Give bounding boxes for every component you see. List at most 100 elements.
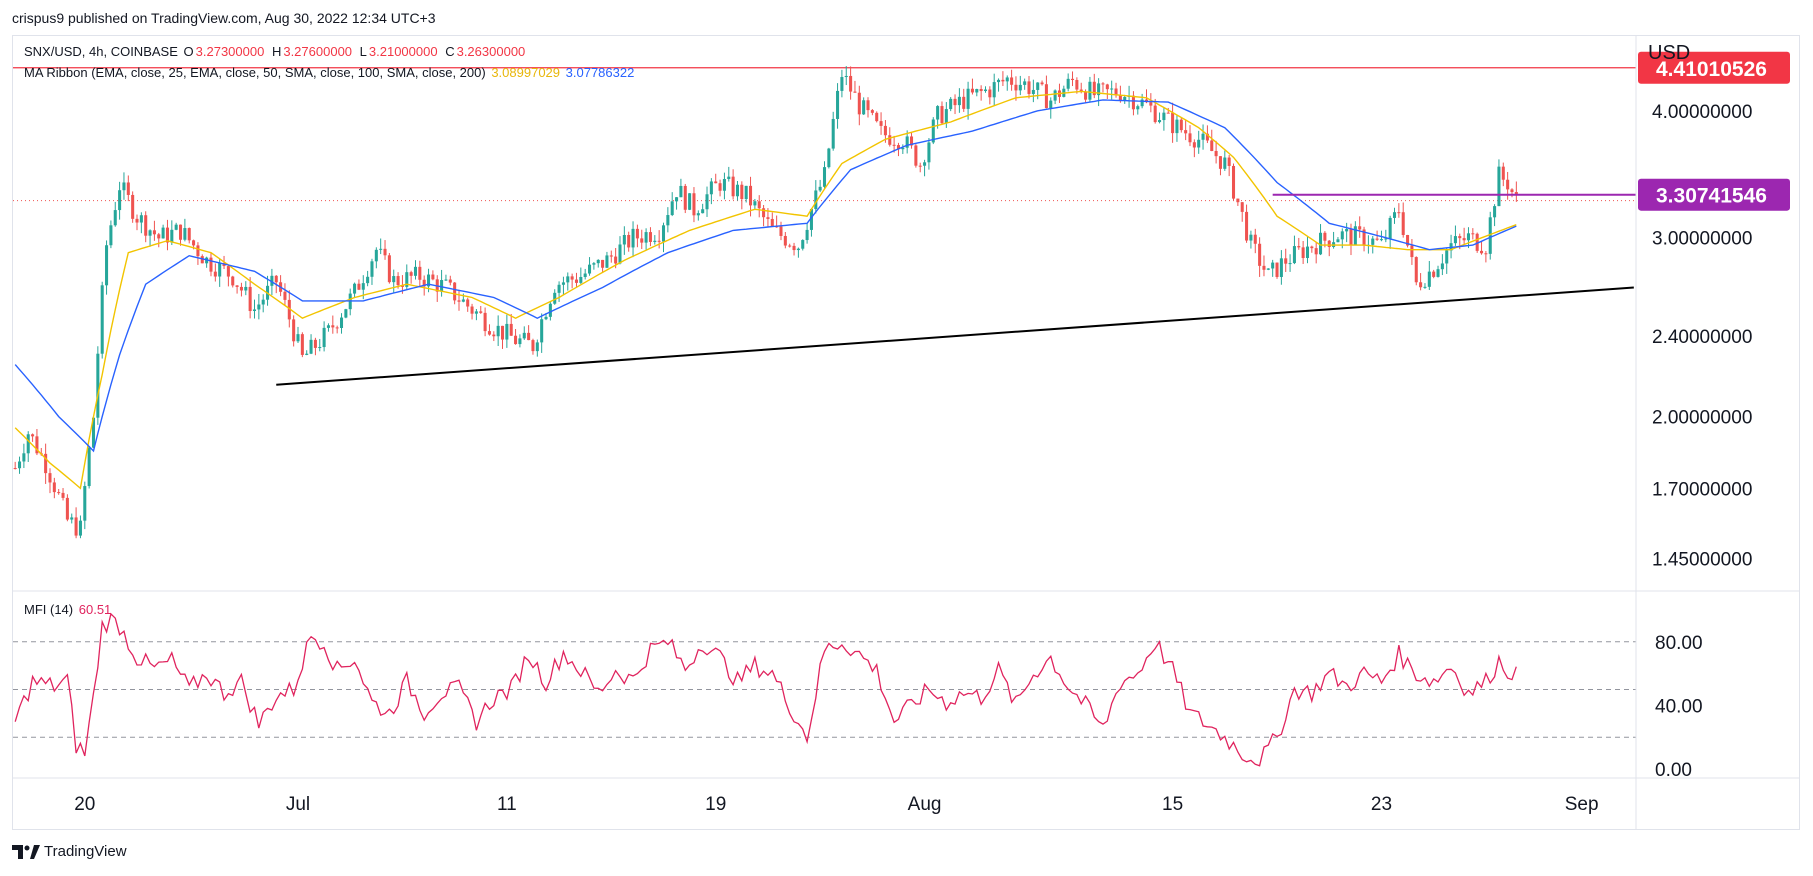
candle-body (396, 276, 400, 286)
candle-body (370, 261, 374, 277)
candle (357, 279, 361, 291)
candle-body (1423, 286, 1427, 288)
candle-body (148, 230, 152, 236)
candle (696, 210, 700, 221)
candle-body (1471, 233, 1475, 235)
candle-body (122, 182, 126, 191)
price-badge: 4.41010526 (1638, 51, 1790, 84)
candle-body (840, 77, 844, 91)
candle-body (461, 299, 465, 302)
candle-body (618, 244, 622, 264)
candle-body (923, 162, 927, 166)
ma-ribbon-legend[interactable]: MA Ribbon (EMA, close, 25, EMA, close, 5… (24, 65, 636, 80)
candle-body (409, 272, 413, 276)
candle (487, 324, 491, 336)
candle-body (757, 201, 761, 209)
candle-body (583, 273, 587, 277)
candle (1353, 221, 1357, 246)
candle (1149, 93, 1153, 113)
candle-body (705, 194, 709, 210)
candle (279, 275, 283, 297)
candle (1088, 76, 1092, 102)
candle-body (601, 259, 605, 268)
candle (1497, 159, 1501, 207)
candle-body (1419, 282, 1423, 288)
candle (627, 231, 631, 252)
candle (1136, 104, 1140, 115)
candle (1005, 75, 1009, 91)
candle (540, 313, 544, 353)
candle (927, 138, 931, 170)
mfi-tick-label: 80.00 (1655, 633, 1703, 654)
candle-body (1440, 263, 1444, 270)
candle-body (722, 179, 726, 191)
candle-body (883, 125, 887, 136)
candle-body (888, 135, 892, 145)
candle-body (261, 299, 265, 305)
candle-body (1340, 231, 1344, 240)
candle (988, 86, 992, 105)
candle-body (518, 338, 522, 345)
mfi-value: 60.51 (78, 602, 112, 617)
ema50-line (14, 99, 1517, 453)
candle (383, 240, 387, 260)
candle (796, 247, 800, 258)
candle (914, 144, 918, 168)
candle-body (1166, 112, 1170, 114)
candle (870, 109, 874, 116)
candle-body (157, 234, 161, 239)
candle (1027, 76, 1031, 99)
candle-body (905, 136, 909, 148)
candle (252, 299, 257, 319)
candle (113, 201, 117, 227)
candle-body (1158, 120, 1162, 123)
candle (187, 227, 191, 244)
candle (827, 147, 831, 169)
candle (135, 214, 139, 231)
candle-body (78, 520, 82, 536)
candle-body (1205, 133, 1209, 141)
price-tick-label: 2.00000000 (1652, 408, 1752, 429)
candle-body (1379, 239, 1383, 241)
chart-container[interactable] (12, 35, 1800, 830)
candle (1171, 102, 1175, 143)
candle-body (1453, 236, 1457, 244)
candle (1284, 248, 1288, 272)
candle-body (670, 201, 674, 216)
candle (22, 443, 26, 469)
candle-body (535, 342, 539, 352)
candle (1332, 231, 1336, 249)
candle-body (361, 283, 365, 290)
candle-body (440, 280, 444, 292)
candle-body (1349, 228, 1353, 246)
candle-body (1131, 95, 1135, 110)
candle-body (83, 486, 87, 521)
candle (692, 187, 696, 223)
candle (822, 161, 827, 190)
candle-body (1288, 263, 1292, 265)
candle-body (1279, 258, 1283, 277)
candle-body (1301, 247, 1305, 259)
candle-body (953, 98, 957, 106)
candle-body (944, 109, 948, 124)
candle-body (1001, 79, 1005, 82)
candle-body (1044, 84, 1048, 109)
mfi-legend[interactable]: MFI (14) 60.51 (24, 602, 113, 617)
symbol-legend[interactable]: SNX/USD, 4h, COINBASE O 3.27300000 H 3.276… (24, 44, 529, 59)
candle-body (770, 218, 774, 227)
candle-body (61, 492, 65, 498)
candle (70, 513, 74, 524)
candle-body (344, 309, 348, 318)
candle (1053, 89, 1057, 105)
candle (983, 86, 988, 93)
tradingview-logo[interactable]: TradingView (12, 843, 127, 860)
candle-body (274, 275, 278, 283)
candle-body (453, 282, 457, 301)
candle-body (970, 88, 974, 93)
candle-body (1053, 90, 1057, 101)
candle (762, 204, 766, 227)
candle (561, 276, 565, 295)
candle-body (609, 255, 613, 257)
candle-body (1506, 179, 1510, 190)
